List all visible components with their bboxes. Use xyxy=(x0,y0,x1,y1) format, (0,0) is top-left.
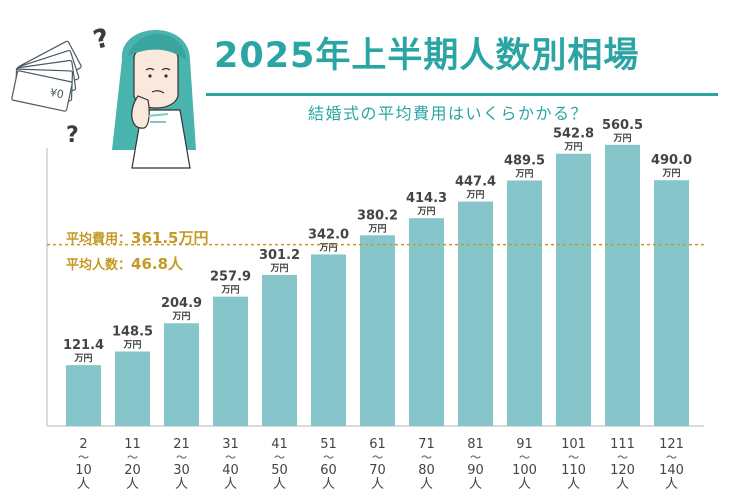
data-label: 204.9 xyxy=(161,296,202,311)
x-tick-label: 101 〜 110 人 xyxy=(561,437,586,492)
woman-icon xyxy=(112,29,196,169)
bar xyxy=(262,274,297,426)
unit-label: 万円 xyxy=(661,168,680,179)
chart-title: 2025年上半期人数別相場 xyxy=(214,36,640,76)
x-tick-label: 2 〜 10 人 xyxy=(75,437,92,492)
unit-label: 万円 xyxy=(465,190,484,201)
data-label: 380.2 xyxy=(357,208,398,223)
x-tick-label: 11 〜 20 人 xyxy=(124,437,141,492)
bar xyxy=(556,153,591,426)
money-icon: ¥0 xyxy=(11,40,82,112)
data-label: 489.5 xyxy=(504,153,545,168)
average-cost-label: 平均費用： xyxy=(66,232,132,247)
svg-text:¥0: ¥0 xyxy=(49,86,65,102)
question-mark-icon: ? xyxy=(66,123,79,148)
average-guests-label: 平均人数： xyxy=(66,258,132,273)
bar xyxy=(507,180,542,426)
bar xyxy=(360,235,395,426)
x-tick-label: 61 〜 70 人 xyxy=(369,437,386,492)
unit-label: 万円 xyxy=(269,263,288,274)
x-tick-label: 31 〜 40 人 xyxy=(222,437,239,492)
bar xyxy=(66,365,101,426)
unit-label: 万円 xyxy=(612,133,631,144)
average-cost-value: 361.5万円 xyxy=(131,229,209,247)
bar xyxy=(605,144,640,427)
bar xyxy=(164,323,199,426)
chart-subtitle: 結婚式の平均費用はいくらかかる？ xyxy=(308,104,589,123)
unit-label: 万円 xyxy=(367,223,386,234)
x-tick-label: 41 〜 50 人 xyxy=(271,437,288,492)
data-label: 447.4 xyxy=(455,175,496,190)
unit-label: 万円 xyxy=(171,311,190,322)
x-tick-label: 21 〜 30 人 xyxy=(173,437,190,492)
unit-label: 万円 xyxy=(416,206,435,217)
average-guests-value: 46.8人 xyxy=(131,255,184,273)
bar xyxy=(311,254,346,426)
x-tick-label: 121 〜 140 人 xyxy=(659,437,684,492)
data-label: 342.0 xyxy=(308,227,349,242)
x-tick-label: 111 〜 120 人 xyxy=(610,437,635,492)
title-underline xyxy=(206,93,718,96)
data-label: 542.8 xyxy=(553,127,594,142)
data-label: 148.5 xyxy=(112,325,153,340)
bar xyxy=(458,201,493,426)
bar xyxy=(654,180,689,426)
unit-label: 万円 xyxy=(220,285,239,296)
x-tick-label: 71 〜 80 人 xyxy=(418,437,435,492)
unit-label: 万円 xyxy=(563,142,582,153)
bar xyxy=(213,296,248,426)
average-cost: 平均費用：361.5万円 xyxy=(66,226,208,252)
x-tick-label: 91 〜 100 人 xyxy=(512,437,537,492)
data-label: 257.9 xyxy=(210,270,251,285)
data-label: 560.5 xyxy=(602,118,643,133)
data-label: 414.3 xyxy=(406,191,447,206)
question-mark-icon: ? xyxy=(90,23,112,56)
bar xyxy=(115,351,150,426)
data-label: 121.4 xyxy=(63,338,104,353)
unit-label: 万円 xyxy=(73,353,92,364)
data-label: 490.0 xyxy=(651,153,692,168)
x-tick-label: 81 〜 90 人 xyxy=(467,437,484,492)
average-guests: 平均人数：46.8人 xyxy=(66,252,208,278)
data-label: 301.2 xyxy=(259,248,300,263)
illustration: ¥0 ? ? xyxy=(11,23,196,169)
summary-box: 平均費用：361.5万円 平均人数：46.8人 xyxy=(66,226,208,278)
unit-label: 万円 xyxy=(514,168,533,179)
x-tick-label: 51 〜 60 人 xyxy=(320,437,337,492)
unit-label: 万円 xyxy=(318,242,337,253)
unit-label: 万円 xyxy=(122,340,141,351)
bar xyxy=(409,218,444,426)
